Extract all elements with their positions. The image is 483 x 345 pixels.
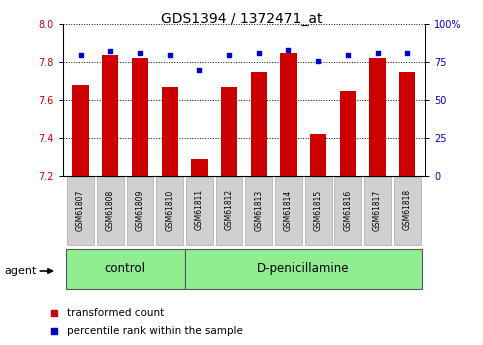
FancyBboxPatch shape — [97, 177, 124, 245]
Point — [225, 52, 233, 57]
Text: GSM61815: GSM61815 — [313, 189, 323, 230]
FancyBboxPatch shape — [127, 177, 154, 245]
FancyBboxPatch shape — [394, 177, 421, 245]
FancyBboxPatch shape — [275, 177, 302, 245]
FancyBboxPatch shape — [67, 177, 94, 245]
Point — [255, 50, 263, 56]
FancyBboxPatch shape — [364, 177, 391, 245]
Text: agent: agent — [5, 266, 37, 276]
Point — [314, 58, 322, 63]
FancyBboxPatch shape — [185, 249, 422, 289]
Bar — [72, 85, 89, 176]
Point — [403, 50, 411, 56]
Bar — [340, 90, 356, 176]
Point — [51, 310, 58, 316]
FancyBboxPatch shape — [245, 177, 272, 245]
FancyBboxPatch shape — [305, 177, 331, 245]
FancyBboxPatch shape — [216, 177, 242, 245]
Bar — [132, 58, 148, 176]
Text: GSM61816: GSM61816 — [343, 189, 352, 230]
Text: GSM61810: GSM61810 — [165, 189, 174, 230]
FancyBboxPatch shape — [186, 177, 213, 245]
Bar — [369, 58, 386, 176]
Bar — [280, 53, 297, 176]
Point — [77, 52, 85, 57]
Text: GSM61811: GSM61811 — [195, 189, 204, 230]
Text: transformed count: transformed count — [67, 308, 164, 318]
Point — [136, 50, 144, 56]
Point — [51, 328, 58, 333]
FancyBboxPatch shape — [156, 177, 183, 245]
Point — [344, 52, 352, 57]
Bar — [221, 87, 237, 176]
Text: GSM61812: GSM61812 — [225, 189, 234, 230]
Text: GSM61814: GSM61814 — [284, 189, 293, 230]
Point — [284, 47, 292, 53]
FancyBboxPatch shape — [335, 177, 361, 245]
Bar — [251, 72, 267, 176]
Point — [196, 67, 203, 72]
Text: percentile rank within the sample: percentile rank within the sample — [67, 326, 242, 335]
Text: GSM61809: GSM61809 — [136, 189, 144, 230]
Text: GDS1394 / 1372471_at: GDS1394 / 1372471_at — [161, 12, 322, 26]
Text: GSM61817: GSM61817 — [373, 189, 382, 230]
Point — [106, 49, 114, 54]
Bar — [102, 55, 118, 176]
Bar — [191, 159, 208, 176]
Text: GSM61818: GSM61818 — [403, 189, 412, 230]
Text: GSM61807: GSM61807 — [76, 189, 85, 230]
FancyBboxPatch shape — [66, 249, 185, 289]
Point — [374, 50, 382, 56]
Text: control: control — [105, 262, 146, 275]
Bar — [161, 87, 178, 176]
Bar — [310, 134, 327, 176]
Bar — [399, 72, 415, 176]
Text: D-penicillamine: D-penicillamine — [257, 262, 350, 275]
Point — [166, 52, 173, 57]
Text: GSM61808: GSM61808 — [106, 189, 115, 230]
Text: GSM61813: GSM61813 — [254, 189, 263, 230]
